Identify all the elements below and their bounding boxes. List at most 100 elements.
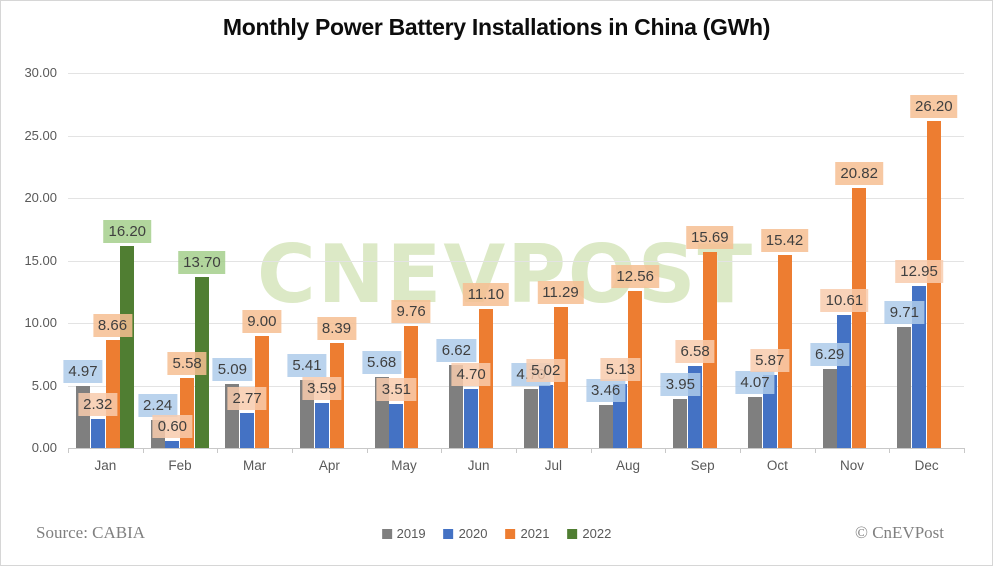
legend-item-2020: 2020	[443, 526, 488, 541]
legend-label-2021: 2021	[520, 526, 550, 541]
bar-2020-mar	[240, 413, 255, 448]
bar-2020-jun	[464, 389, 479, 448]
bar-2019-dec	[897, 326, 912, 448]
bar-2020-nov	[837, 315, 852, 448]
x-axis-tick	[366, 448, 368, 453]
x-axis-label-mar: Mar	[243, 458, 267, 473]
bar-2019-oct	[748, 397, 762, 448]
x-axis-line	[68, 448, 964, 449]
value-label-2019-may: 5.68	[362, 351, 402, 374]
bar-2020-jan	[90, 419, 105, 448]
chart-title: Monthly Power Battery Installations in C…	[222, 14, 771, 40]
bar-2021-nov	[852, 187, 867, 448]
value-label-2019-nov: 6.29	[810, 343, 850, 367]
value-label-2021-apr: 8.39	[316, 317, 357, 341]
footer: Source: CABIA 2019 2020 2021 2022 © CnEVPos…	[1, 521, 992, 553]
x-axis-label-jan: Jan	[94, 458, 117, 473]
credit-text: © CnEVPost	[855, 523, 944, 542]
value-label-2019-sep: 3.95	[660, 372, 700, 396]
value-label-2020-dec: 12.95	[895, 260, 943, 284]
x-axis-label-apr: Apr	[318, 458, 340, 473]
x-axis-label-oct: Oct	[766, 458, 788, 473]
value-label-2021-mar: 9.00	[242, 309, 282, 333]
gridline	[68, 135, 964, 137]
bar-2020-dec	[912, 286, 927, 448]
value-label-2019-jun: 6.62	[436, 339, 476, 363]
y-axis-tick-label: 20.00	[24, 190, 57, 205]
value-label-2022-jan: 16.20	[103, 219, 152, 243]
x-axis-tick	[814, 448, 816, 453]
value-label-2021-may: 9.76	[391, 300, 431, 323]
x-axis-tick	[740, 448, 741, 453]
x-axis-label-aug: Aug	[615, 458, 640, 473]
value-label-2021-feb: 5.58	[167, 352, 207, 376]
bar-2019-aug	[598, 404, 613, 448]
gridline	[68, 198, 964, 199]
value-label-2019-apr: 5.41	[287, 354, 327, 378]
x-axis-tick	[665, 448, 667, 453]
x-axis-tick	[516, 448, 517, 453]
gridline	[68, 73, 964, 74]
x-axis-tick	[590, 448, 592, 453]
value-label-2022-feb: 13.70	[178, 250, 226, 274]
legend-label-2022: 2022	[582, 526, 612, 541]
y-axis-tick-label: 0.00	[31, 440, 57, 455]
x-axis-label-feb: Feb	[168, 458, 192, 473]
value-label-2020-jul: 5.02	[526, 359, 566, 383]
y-axis-tick-label: 15.00	[24, 252, 57, 268]
value-label-2019-jan: 4.97	[63, 359, 103, 383]
gridline	[68, 323, 964, 324]
y-axis-tick-label: 25.00	[24, 127, 57, 143]
value-label-2020-oct: 5.87	[750, 348, 790, 372]
y-axis-tick-label: 5.00	[31, 377, 57, 393]
y-axis-tick-label: 30.00	[24, 65, 57, 80]
x-axis-label-jul: Jul	[544, 458, 562, 473]
value-label-2020-nov: 10.61	[820, 289, 869, 313]
value-label-2021-sep: 15.69	[686, 225, 734, 249]
plot-area: 4.97 2.32 8.66 16.20 2.24 0.60 5.58 13.70 5.09 2.…	[63, 73, 964, 449]
value-label-2019-aug: 3.46	[586, 378, 626, 402]
value-label-2021-jul: 11.29	[537, 280, 584, 304]
value-label-2019-mar: 5.09	[212, 358, 252, 382]
value-label-2021-aug: 12.56	[611, 265, 659, 288]
x-axis-tick	[964, 448, 965, 453]
value-label-2019-dec: 9.71	[884, 300, 924, 324]
source-text: Source: CABIA	[36, 523, 146, 542]
x-axis-label-jun: Jun	[467, 458, 490, 473]
legend-swatch-2022	[567, 528, 578, 539]
legend-item-2022: 2022	[567, 526, 611, 541]
value-label-2020-aug: 5.13	[600, 357, 641, 381]
legend-item-2021: 2021	[505, 526, 550, 541]
x-axis-label-dec: Dec	[914, 458, 939, 473]
gridline	[68, 260, 964, 262]
bar-2021-feb	[180, 378, 195, 448]
value-label-2020-mar: 2.77	[227, 387, 267, 411]
x-axis-label-may: May	[391, 458, 417, 473]
value-label-2021-nov: 20.82	[835, 161, 883, 185]
value-label-2020-jun: 4.70	[451, 363, 491, 387]
value-label-2019-oct: 4.07	[735, 371, 775, 395]
bar-2020-feb	[165, 440, 180, 448]
bar-2019-sep	[673, 398, 688, 448]
value-label-2020-may: 3.51	[376, 378, 417, 402]
bar-2019-nov	[822, 369, 837, 448]
bar-2022-jan	[120, 245, 135, 448]
x-axis-tick	[292, 448, 293, 453]
legend-swatch-2019	[381, 528, 392, 539]
x-axis-tick	[68, 448, 69, 453]
bar-2020-jul	[538, 385, 553, 448]
bar-2020-apr	[314, 403, 329, 448]
x-axis-tick	[889, 448, 891, 453]
x-axis-tick	[441, 448, 443, 453]
value-label-2020-apr: 3.59	[302, 377, 342, 401]
value-label-2021-jan: 8.66	[92, 313, 133, 337]
value-label-2021-oct: 15.42	[760, 229, 809, 253]
legend: 2019 2020 2021 2022	[381, 526, 611, 541]
value-label-2020-sep: 6.58	[675, 339, 715, 363]
bar-2020-may	[389, 404, 404, 448]
y-axis-tick-label: 10.00	[24, 315, 57, 330]
bar-2021-dec	[926, 120, 941, 448]
x-axis-label-nov: Nov	[839, 458, 864, 473]
legend-item-2019: 2019	[381, 526, 426, 541]
